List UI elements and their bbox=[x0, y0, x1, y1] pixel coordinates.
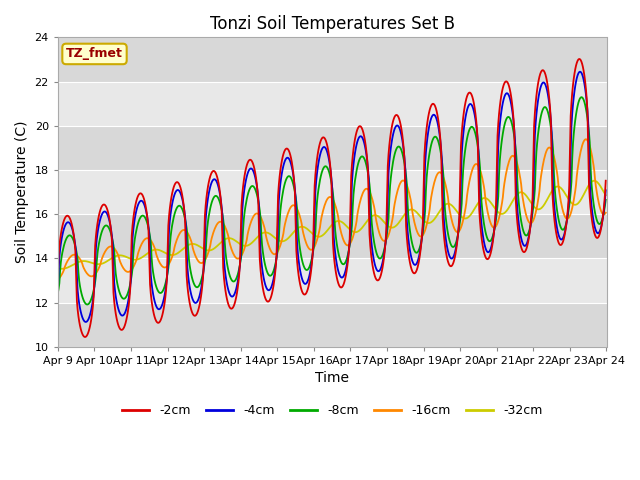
Bar bbox=[58, 126, 607, 170]
Text: TZ_fmet: TZ_fmet bbox=[66, 48, 123, 60]
Bar bbox=[58, 214, 607, 258]
Bar bbox=[58, 302, 607, 347]
Title: Tonzi Soil Temperatures Set B: Tonzi Soil Temperatures Set B bbox=[210, 15, 454, 33]
X-axis label: Time: Time bbox=[315, 372, 349, 385]
Bar bbox=[58, 37, 607, 82]
Y-axis label: Soil Temperature (C): Soil Temperature (C) bbox=[15, 121, 29, 263]
Legend: -2cm, -4cm, -8cm, -16cm, -32cm: -2cm, -4cm, -8cm, -16cm, -32cm bbox=[116, 399, 548, 422]
